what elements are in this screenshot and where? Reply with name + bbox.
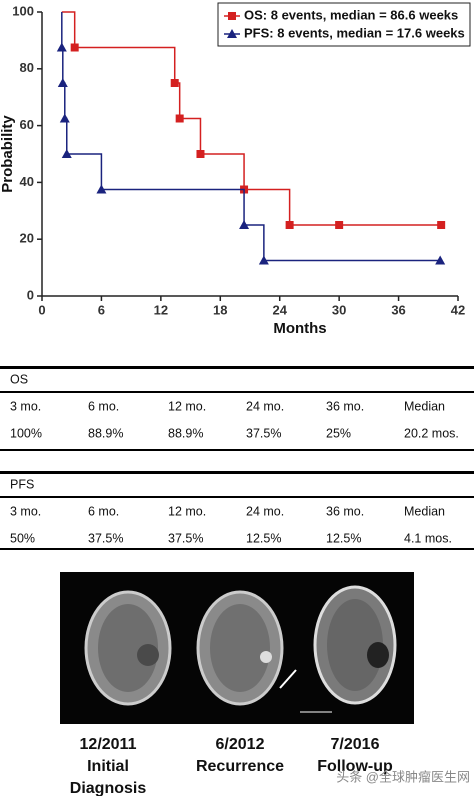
point [170, 79, 179, 87]
point [196, 150, 205, 158]
step-line [61, 12, 441, 262]
point [239, 220, 250, 229]
table-rule [0, 391, 474, 393]
point [285, 221, 294, 229]
table-cell: 12.5% [326, 531, 361, 545]
image-caption: 6/2012 [216, 736, 265, 753]
table-cell: 4.1 mos. [404, 531, 452, 545]
scan-images [84, 585, 397, 713]
y-tick-label: 100 [12, 3, 34, 18]
table-title: PFS [10, 477, 34, 491]
point [96, 184, 107, 194]
table-cell: 20.2 mos. [404, 426, 459, 440]
table-header: 12 mo. [168, 399, 206, 413]
y-tick-label: 40 [20, 174, 34, 189]
image-caption: 7/2016 [331, 736, 380, 753]
y-axis-label: Probability [0, 115, 16, 193]
point [175, 114, 184, 123]
table-title: OS [10, 372, 28, 386]
table-header: 24 mo. [246, 399, 284, 413]
table-cell: 25% [326, 426, 351, 440]
image-caption: Follow-up [317, 758, 393, 775]
table-cell: 88.9% [168, 426, 203, 440]
table-header: 6 mo. [88, 399, 119, 413]
y-tick-label: 80 [20, 60, 34, 75]
image-caption: Recurrence [196, 758, 284, 775]
x-tick-label: 42 [451, 302, 465, 317]
image-caption: Diagnosis [70, 780, 147, 796]
legend-marker [227, 29, 237, 38]
table-header: 12 mo. [168, 504, 206, 518]
table-header: 3 mo. [10, 504, 41, 518]
point [56, 42, 67, 52]
x-tick-label: 30 [332, 302, 346, 317]
legend-label: OS: 8 events, median = 86.6 weeks [244, 7, 458, 22]
step-line [61, 11, 442, 226]
legend-label: PFS: 8 events, median = 17.6 weeks [244, 25, 465, 40]
table-rule [0, 449, 474, 451]
point [70, 43, 79, 52]
table-cell: 100% [10, 426, 42, 440]
table-header: 36 mo. [326, 504, 364, 518]
table-header: 6 mo. [88, 504, 119, 518]
point [61, 149, 72, 158]
y-tick-label: 20 [20, 231, 34, 246]
x-axis-label: Months [273, 320, 326, 337]
table-rule [0, 366, 474, 369]
image-caption: 12/2011 [80, 736, 137, 753]
table-cell: 37.5% [168, 531, 203, 545]
table-cell: 37.5% [88, 531, 123, 545]
x-tick-label: 24 [272, 302, 287, 317]
point [59, 113, 70, 123]
table-cell: 88.9% [88, 426, 123, 440]
table-header: 36 mo. [326, 399, 364, 413]
x-tick-label: 0 [38, 302, 45, 317]
watermark: 头条 @全球肿瘤医生网 [336, 769, 470, 784]
x-tick-label: 36 [391, 302, 405, 317]
legend-marker [228, 12, 236, 20]
point [335, 221, 344, 229]
table-cell: 50% [10, 531, 35, 545]
table-rule [0, 496, 474, 498]
x-tick-label: 12 [154, 302, 168, 317]
table-header: 24 mo. [246, 504, 284, 518]
table-rule [0, 471, 474, 474]
table-header: Median [404, 399, 445, 413]
x-tick-label: 6 [98, 302, 105, 317]
y-tick-label: 60 [20, 117, 34, 132]
point [57, 78, 68, 87]
point [258, 255, 269, 265]
table-header: Median [404, 504, 445, 518]
table-cell: 37.5% [246, 426, 281, 440]
table-header: 3 mo. [10, 399, 41, 413]
image-caption: Initial [87, 758, 129, 775]
table-cell: 12.5% [246, 531, 281, 545]
point [437, 221, 446, 229]
y-tick-label: 0 [27, 287, 34, 302]
x-tick-label: 18 [213, 302, 227, 317]
point [435, 255, 446, 265]
legend-box [217, 2, 471, 47]
table-rule [0, 548, 474, 550]
